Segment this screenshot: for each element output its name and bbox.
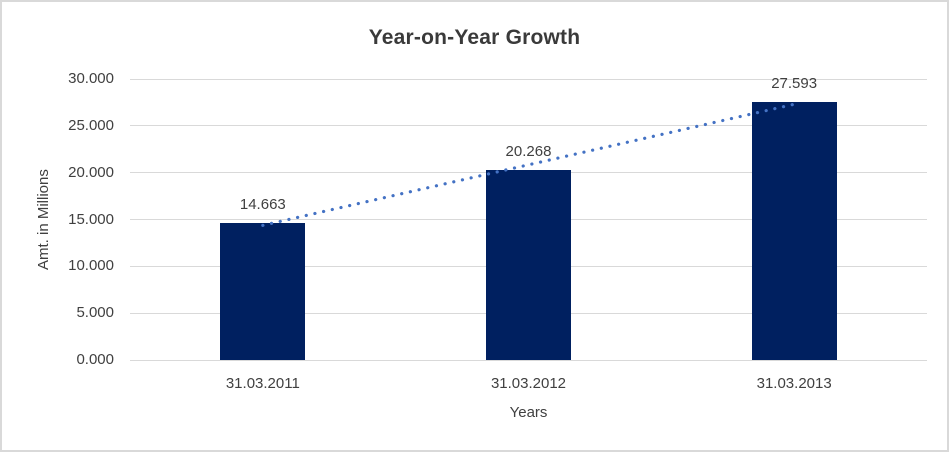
bar: [486, 170, 571, 360]
x-axis-title: Years: [509, 404, 548, 421]
y-tick-label: 10.000: [68, 257, 114, 275]
chart-title: Year-on-Year Growth: [368, 26, 581, 49]
x-tick-label: 31.03.2011: [225, 375, 300, 392]
data-label: 27.593: [771, 74, 818, 92]
bar: [220, 222, 306, 360]
x-tick-label: 31.03.2012: [490, 375, 567, 392]
y-tick-label: 25.000: [68, 116, 114, 134]
x-tick-label: 31.03.2013: [756, 375, 832, 392]
y-tick-label: 0.000: [76, 351, 114, 368]
bar: [751, 101, 837, 360]
gridline: [130, 78, 927, 80]
trendline: [261, 102, 796, 227]
data-label: 20.268: [505, 143, 552, 161]
gridline: [130, 125, 927, 127]
trendline-path: [261, 102, 796, 227]
y-tick-label: 30.000: [68, 70, 114, 87]
y-tick-label: 5.000: [76, 304, 114, 322]
y-tick-label: 20.000: [68, 163, 114, 181]
plot-area: 14.663 20.268 27.593: [130, 75, 927, 361]
y-tick-label: 15.000: [68, 210, 114, 228]
data-label: 14.663: [239, 195, 286, 213]
gridline: [130, 359, 927, 361]
